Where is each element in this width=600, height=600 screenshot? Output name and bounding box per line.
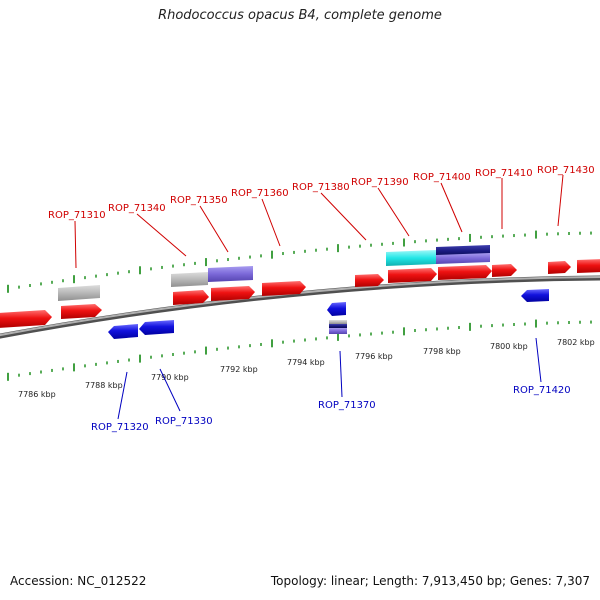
- accession-text: Accession: NC_012522: [10, 574, 147, 588]
- genome-title: Rhodococcus opacus B4, complete genome: [158, 8, 442, 23]
- gray-feature[interactable]: [171, 272, 208, 287]
- ruler-label: 7794 kbp: [287, 358, 325, 367]
- ruler-label: 7802 kbp: [557, 338, 595, 347]
- bottom-label-leaders: [117, 337, 542, 420]
- gene-label[interactable]: ROP_71400: [413, 172, 471, 183]
- ruler-label: 7790 kbp: [151, 373, 189, 382]
- feature-blocks: [58, 245, 490, 301]
- bottom-tick-track: [7, 319, 592, 381]
- reverse-gene[interactable]: [327, 302, 346, 316]
- gene-label[interactable]: ROP_71310: [48, 210, 106, 221]
- gene-label[interactable]: ROP_71390: [351, 177, 409, 188]
- ruler-label: 7788 kbp: [85, 381, 123, 390]
- forward-gene[interactable]: [577, 259, 600, 273]
- gene-label[interactable]: ROP_71320: [91, 422, 149, 433]
- purple-feature[interactable]: [436, 253, 490, 264]
- purple-feature[interactable]: [208, 266, 253, 282]
- gene-label[interactable]: ROP_71380: [292, 182, 350, 193]
- gene-label[interactable]: ROP_71330: [155, 416, 213, 427]
- reverse-gene[interactable]: [521, 289, 549, 302]
- ruler-label: 7786 kbp: [18, 390, 56, 399]
- forward-gene[interactable]: [173, 290, 209, 305]
- forward-gene[interactable]: [355, 274, 384, 287]
- reverse-gene[interactable]: [139, 320, 174, 335]
- forward-gene[interactable]: [211, 286, 255, 301]
- top-tick-track: [7, 230, 592, 293]
- ruler-label: 7796 kbp: [355, 352, 393, 361]
- forward-gene[interactable]: [548, 261, 571, 274]
- forward-gene[interactable]: [262, 281, 306, 296]
- forward-gene[interactable]: [438, 265, 492, 280]
- ruler-label: 7800 kbp: [490, 342, 528, 351]
- top-label-leaders: [74, 174, 564, 269]
- gray-feature[interactable]: [58, 285, 100, 301]
- forward-gene[interactable]: [492, 264, 517, 277]
- gray-feature[interactable]: [329, 320, 347, 324]
- gene-label[interactable]: ROP_71420: [513, 385, 571, 396]
- ruler-label: 7792 kbp: [220, 365, 258, 374]
- reverse-genes: [108, 289, 549, 339]
- gene-label[interactable]: ROP_71370: [318, 400, 376, 411]
- gene-label[interactable]: ROP_71340: [108, 203, 166, 214]
- cyan-feature[interactable]: [386, 250, 436, 266]
- ruler-label: 7798 kbp: [423, 347, 461, 356]
- genome-summary-text: Topology: linear; Length: 7,913,450 bp; …: [270, 574, 590, 588]
- forward-genes: [0, 259, 600, 328]
- purple-feature[interactable]: [329, 328, 347, 334]
- gene-label[interactable]: ROP_71350: [170, 195, 228, 206]
- forward-gene[interactable]: [388, 268, 437, 283]
- forward-gene[interactable]: [61, 304, 102, 319]
- gene-label[interactable]: ROP_71360: [231, 188, 289, 199]
- gene-label[interactable]: ROP_71410: [475, 168, 533, 179]
- forward-gene[interactable]: [0, 310, 52, 328]
- reverse-gene[interactable]: [108, 324, 138, 339]
- gene-label[interactable]: ROP_71430: [537, 165, 595, 176]
- navy-feature[interactable]: [329, 324, 347, 328]
